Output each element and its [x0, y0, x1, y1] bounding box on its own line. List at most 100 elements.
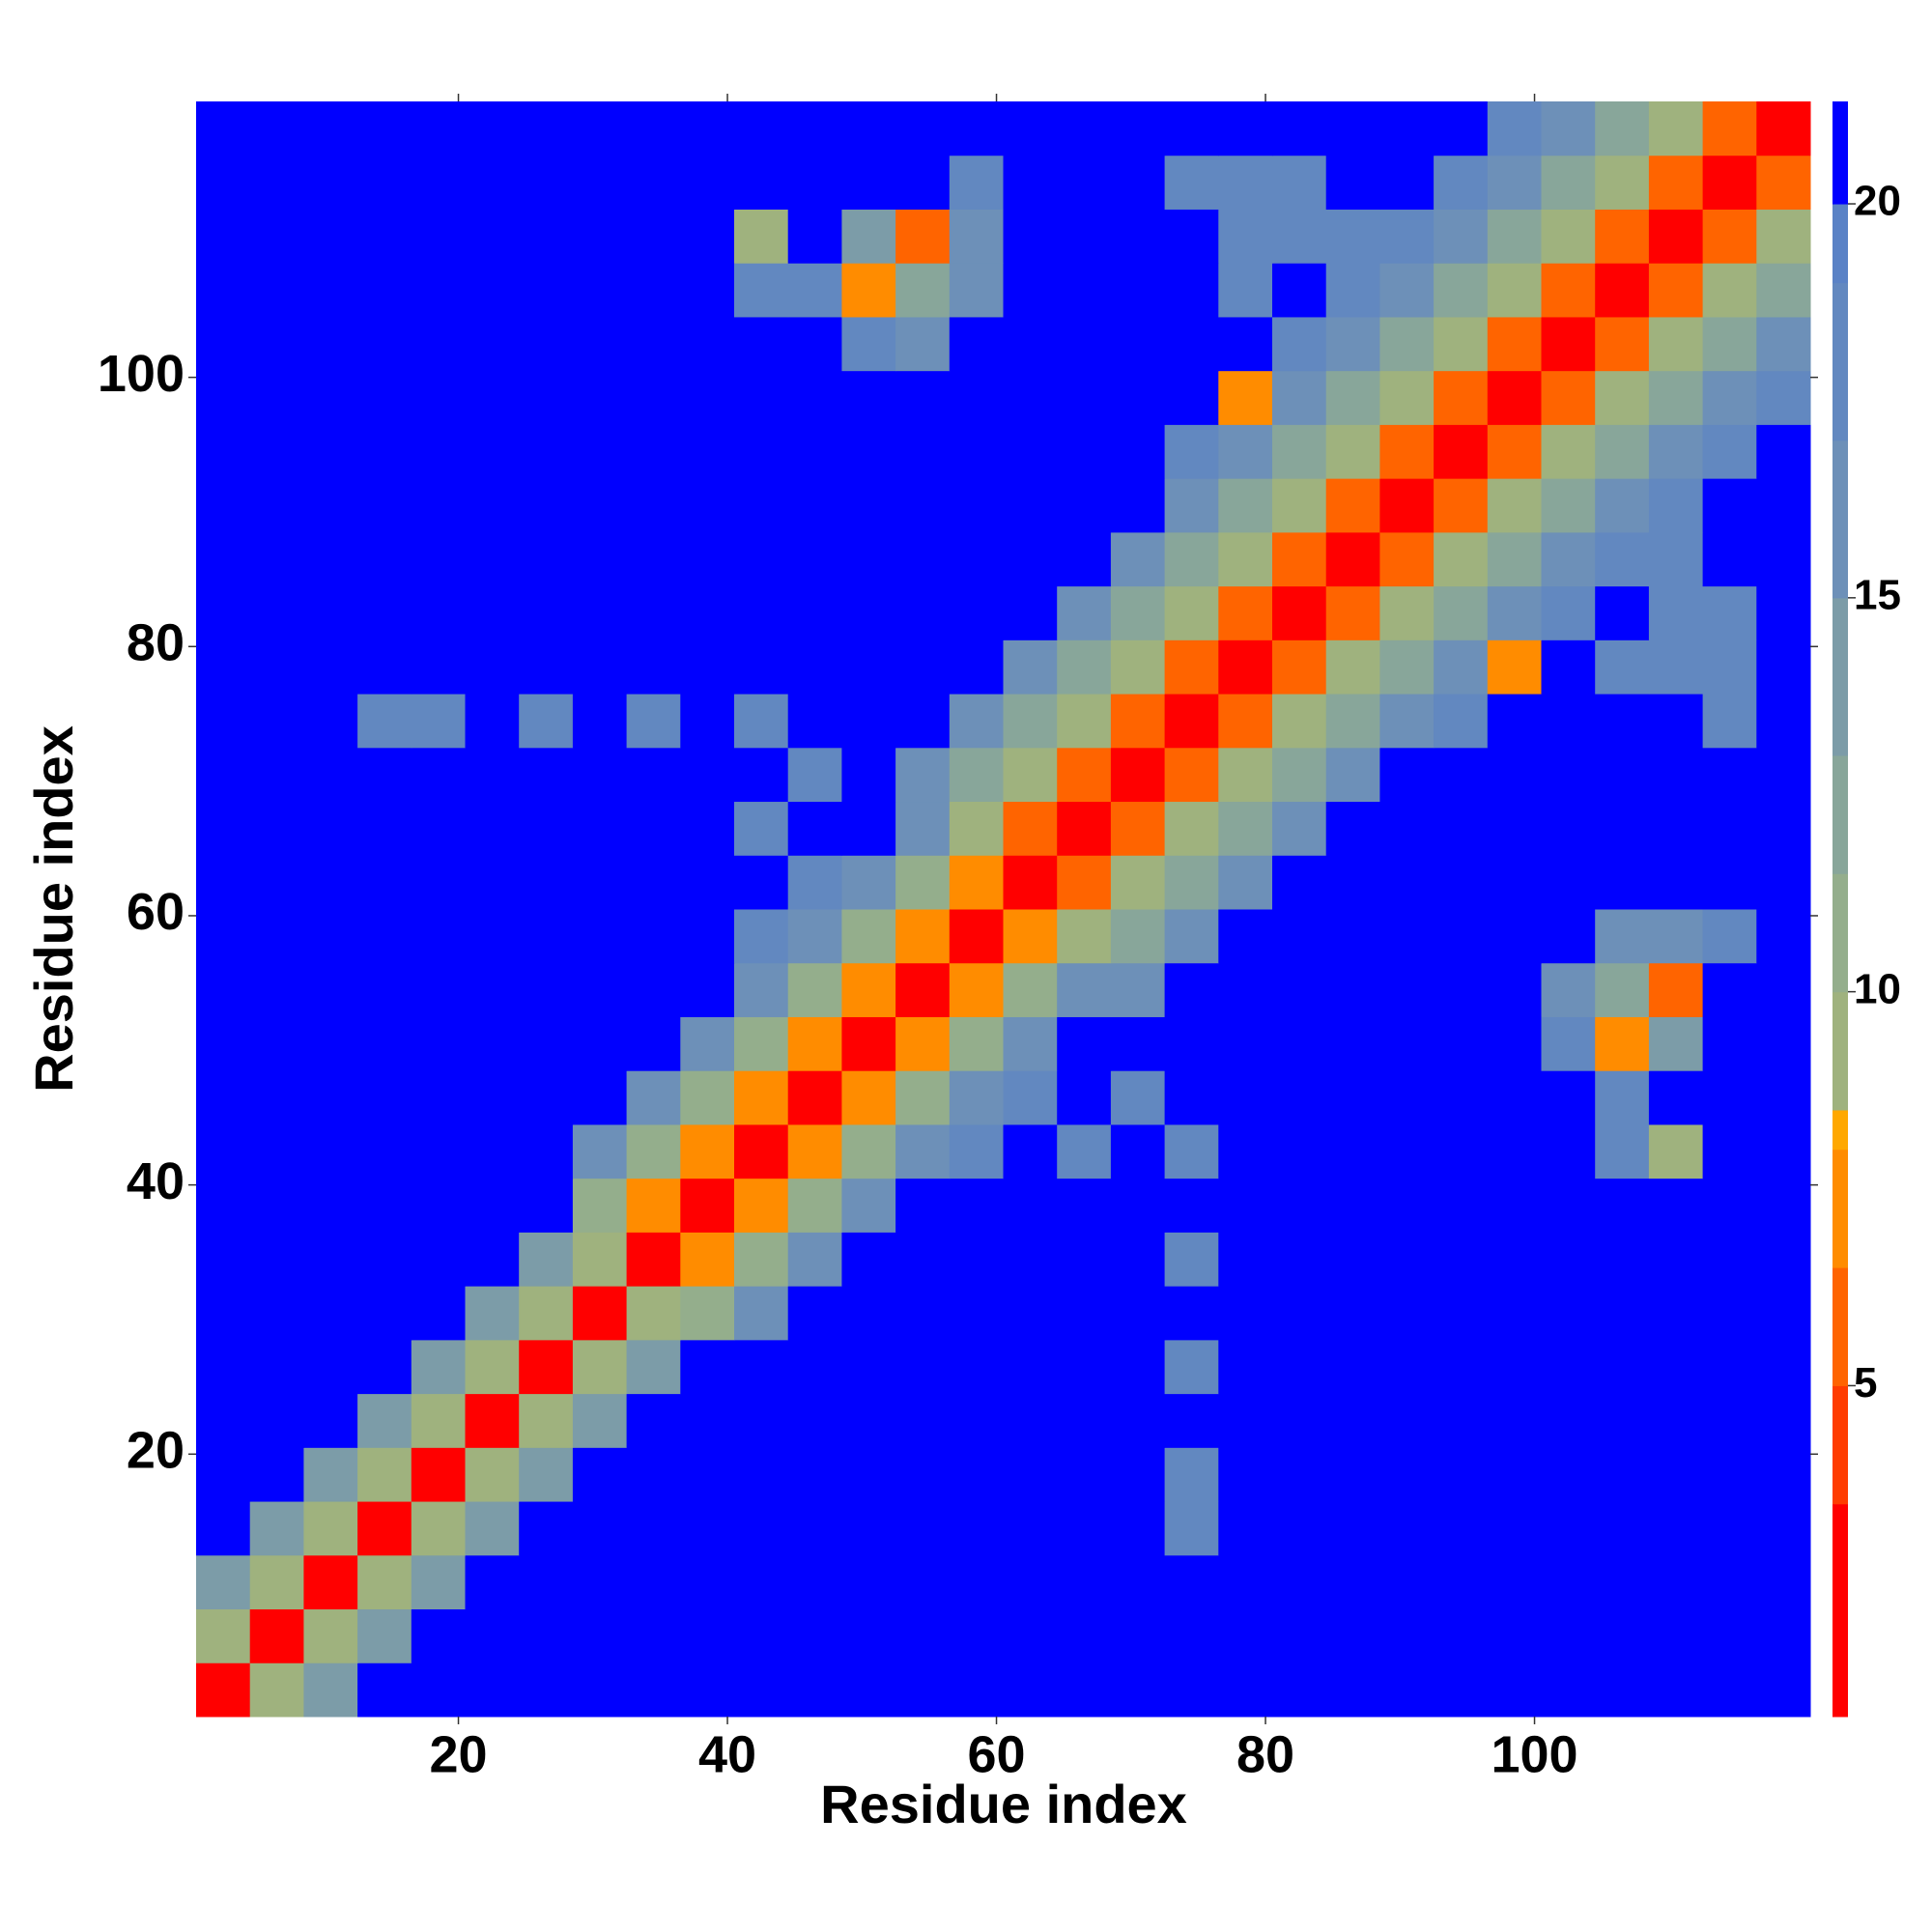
cell — [357, 909, 412, 964]
cell — [787, 209, 842, 264]
cell — [1272, 101, 1327, 156]
cell — [1702, 1393, 1757, 1448]
cell — [949, 1070, 1004, 1125]
cell — [841, 1608, 896, 1663]
cell — [680, 1662, 735, 1718]
cell — [465, 639, 520, 695]
cell — [1756, 101, 1811, 156]
colorbar-level — [1833, 1503, 1848, 1718]
cell — [949, 370, 1004, 425]
cell — [1595, 1393, 1650, 1448]
cell — [1648, 1232, 1704, 1287]
cell — [196, 585, 251, 640]
cell — [1756, 316, 1811, 372]
cell — [734, 155, 789, 210]
cell — [1487, 1447, 1542, 1502]
cell — [1164, 747, 1219, 803]
cell — [1702, 1608, 1757, 1663]
cell — [1218, 747, 1273, 803]
cell — [626, 1662, 681, 1718]
cell — [1702, 316, 1757, 372]
cell — [1487, 209, 1542, 264]
cell — [734, 1339, 789, 1395]
cell — [1756, 1339, 1811, 1395]
cell — [249, 101, 304, 156]
cell — [1434, 855, 1489, 910]
cell — [411, 1232, 466, 1287]
cell — [1434, 1339, 1489, 1395]
cell — [841, 1447, 896, 1502]
cell — [357, 1501, 412, 1556]
cell — [249, 316, 304, 372]
cell — [1057, 263, 1112, 318]
cell — [411, 1070, 466, 1125]
cell — [357, 1339, 412, 1395]
cell — [626, 1123, 681, 1179]
cell — [1379, 1123, 1435, 1179]
cell — [1648, 1608, 1704, 1663]
cell — [626, 1178, 681, 1233]
cell — [519, 962, 574, 1017]
cell — [734, 694, 789, 749]
cell — [1057, 1070, 1112, 1125]
colorbar-level — [1833, 1149, 1848, 1268]
cell — [787, 1178, 842, 1233]
cell — [411, 155, 466, 210]
cell — [196, 1286, 251, 1341]
y-tick-label: 60 — [127, 883, 185, 941]
cell — [465, 1447, 520, 1502]
cell — [1164, 1016, 1219, 1071]
cell — [680, 209, 735, 264]
cell — [787, 585, 842, 640]
cell — [249, 855, 304, 910]
cell — [1218, 101, 1273, 156]
cell — [680, 909, 735, 964]
cell — [249, 370, 304, 425]
cell — [1756, 962, 1811, 1017]
cell — [734, 801, 789, 856]
cell — [1379, 962, 1435, 1017]
y-tick-label: 40 — [127, 1152, 185, 1210]
cell — [1434, 155, 1489, 210]
cell — [680, 962, 735, 1017]
cell — [680, 747, 735, 803]
cell — [895, 316, 951, 372]
cell — [249, 1286, 304, 1341]
cell — [787, 424, 842, 479]
cell — [196, 801, 251, 856]
cell — [949, 1016, 1004, 1071]
cell — [1379, 747, 1435, 803]
cell — [841, 1501, 896, 1556]
cell — [572, 263, 628, 318]
cell — [249, 639, 304, 695]
cell — [303, 1339, 358, 1395]
cell — [1325, 1232, 1380, 1287]
cell — [411, 1608, 466, 1663]
cell — [626, 101, 681, 156]
cell — [1702, 1123, 1757, 1179]
cell — [1218, 478, 1273, 533]
cell — [841, 370, 896, 425]
cell — [1541, 1501, 1596, 1556]
cell — [680, 1016, 735, 1071]
cell — [572, 1662, 628, 1718]
cell — [949, 909, 1004, 964]
cell — [949, 855, 1004, 910]
cell — [1003, 1501, 1058, 1556]
cell — [572, 209, 628, 264]
cell — [1702, 263, 1757, 318]
cell — [411, 424, 466, 479]
cell — [411, 370, 466, 425]
cell — [1218, 801, 1273, 856]
cell — [1487, 478, 1542, 533]
cell — [1487, 1393, 1542, 1448]
cell — [1164, 209, 1219, 264]
cell — [1379, 155, 1435, 210]
cell — [841, 209, 896, 264]
cell — [787, 1608, 842, 1663]
cell — [1057, 316, 1112, 372]
cell — [357, 1608, 412, 1663]
cell — [734, 316, 789, 372]
cell — [626, 1608, 681, 1663]
cell — [1756, 370, 1811, 425]
